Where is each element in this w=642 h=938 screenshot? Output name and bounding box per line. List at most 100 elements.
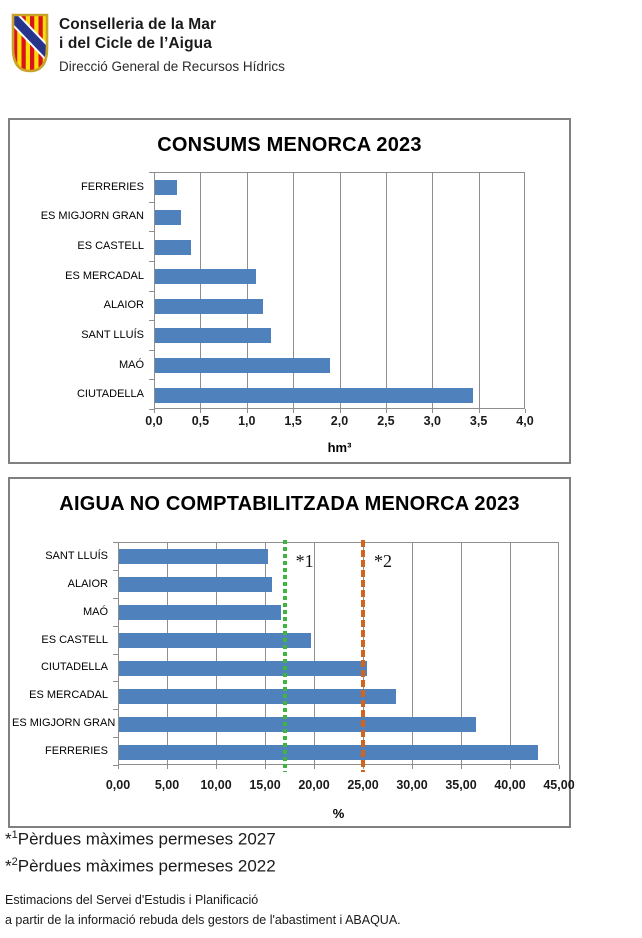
x-axis-tick — [118, 765, 119, 769]
category-label: ES MERCADAL — [29, 689, 108, 702]
category-label: FERRERIES — [45, 745, 108, 758]
x-axis-title: hm³ — [327, 440, 352, 455]
gridline — [246, 173, 248, 408]
gridline — [510, 543, 511, 764]
x-axis-tick — [293, 409, 295, 413]
chart-consums-menorca: CONSUMS MENORCA 2023 hm³ FERRERIES ES MIG… — [8, 118, 571, 464]
x-axis-tick — [167, 765, 168, 769]
x-tick-label: 1,5 — [284, 414, 302, 428]
header-text: Conselleria de la Mar i del Cicle de l’A… — [59, 12, 285, 74]
bar-sant-lluís — [119, 549, 268, 565]
org-name-line-1: Conselleria de la Mar — [59, 16, 217, 33]
reference-line-1 — [282, 540, 287, 772]
x-tick-label: 15,00 — [249, 778, 281, 792]
x-axis-tick — [461, 765, 462, 769]
y-axis-tick — [113, 542, 118, 543]
bar-maó — [155, 358, 331, 374]
chart-aigua-no-comptabilitzada: AIGUA NO COMPTABILITZADA MENORCA 2023 % … — [8, 477, 575, 828]
gridline — [200, 173, 202, 408]
gridline — [216, 543, 217, 764]
footnote-marker: * — [5, 856, 12, 876]
y-axis-tick — [149, 172, 154, 173]
category-label: FERRERIES — [81, 180, 144, 193]
y-axis-tick — [149, 320, 154, 322]
bar-ferreries — [155, 180, 178, 196]
x-axis-tick — [510, 765, 511, 769]
chart-title: CONSUMS MENORCA 2023 — [157, 134, 422, 156]
x-axis-tick — [314, 765, 315, 769]
gridline — [265, 543, 266, 764]
x-tick-label: 3,5 — [469, 414, 488, 428]
bar-ciutadella — [119, 660, 367, 676]
category-label: ES CASTELL — [77, 240, 144, 253]
gridline — [385, 173, 387, 408]
y-axis-tick — [149, 409, 154, 410]
plot-area — [154, 172, 525, 409]
y-axis-tick — [149, 379, 154, 381]
x-axis-tick — [154, 409, 155, 413]
y-axis-tick — [149, 201, 154, 203]
x-tick-label: 20,00 — [298, 778, 330, 792]
gridline — [314, 543, 315, 764]
gridline — [167, 543, 168, 764]
bar-es-migjorn-gran — [155, 209, 181, 225]
y-axis-tick — [113, 737, 118, 739]
bar-es-migjorn-gran — [119, 716, 476, 732]
x-tick-label: 40,00 — [494, 778, 526, 792]
gridline — [432, 173, 434, 408]
x-axis-title: % — [332, 806, 345, 821]
footnote-superscript: 1 — [11, 829, 18, 841]
y-axis-tick — [113, 569, 118, 571]
gridline — [293, 173, 295, 408]
gridline — [478, 173, 480, 408]
bar-ciutadella — [155, 387, 474, 403]
footnote-max-losses-2027: *1Pèrdues màximes permeses 2027 — [5, 829, 276, 850]
org-name-line-2: i del Cicle de l’Aigua — [59, 35, 212, 52]
bar-es-castell — [119, 633, 312, 649]
y-axis-tick — [113, 681, 118, 683]
bar-es-castell — [155, 239, 192, 255]
footnote-max-losses-2022: *2Pèrdues màximes permeses 2022 — [5, 856, 276, 877]
x-tick-label: 2,0 — [330, 414, 349, 428]
category-label: ES MIGJORN GRAN — [12, 717, 116, 730]
x-tick-label: 4,0 — [516, 414, 534, 428]
footnote-text: Pèrdues màximes permeses 2022 — [17, 856, 276, 876]
x-axis-tick — [432, 409, 434, 413]
x-axis-tick — [559, 765, 560, 769]
reference-line-label-1: *1 — [295, 551, 314, 571]
plot-area — [118, 542, 559, 765]
bar-alaior — [155, 298, 263, 314]
header: Conselleria de la Mar i del Cicle de l’A… — [10, 12, 285, 74]
x-axis-tick — [246, 409, 248, 413]
y-axis-tick — [113, 597, 118, 599]
x-axis-tick — [339, 409, 341, 413]
x-tick-label: 35,00 — [445, 778, 477, 792]
x-axis-tick — [478, 409, 480, 413]
category-label: CIUTADELLA — [40, 661, 108, 674]
reference-line-2 — [361, 540, 365, 772]
reference-line-label-2: *2 — [374, 551, 392, 571]
bar-es-mercadal — [119, 688, 397, 704]
x-tick-label: 45,00 — [543, 778, 575, 792]
category-label: MAÓ — [82, 605, 108, 618]
x-tick-label: 25,00 — [347, 778, 379, 792]
source-note-line-1: Estimacions del Servei d'Estudis i Plani… — [5, 893, 259, 907]
bar-sant-lluís — [155, 328, 271, 344]
govern-illes-balears-logo — [11, 13, 49, 73]
x-tick-label: 3,0 — [423, 414, 441, 428]
source-note-line-2: a partir de la informació rebuda dels ge… — [5, 913, 401, 927]
gridline — [339, 173, 341, 408]
category-label: SANT LLUÍS — [81, 328, 144, 341]
y-axis-tick — [149, 260, 154, 262]
x-tick-label: 2,5 — [377, 414, 395, 428]
x-axis-tick — [385, 409, 387, 413]
footnote-superscript: 2 — [11, 856, 18, 868]
category-label: ALAIOR — [67, 577, 108, 590]
category-label: MAÓ — [118, 358, 144, 371]
x-tick-label: 1,0 — [238, 414, 256, 428]
y-axis-tick — [113, 765, 118, 766]
x-axis-tick — [265, 765, 266, 769]
x-axis-tick — [216, 765, 217, 769]
y-axis-tick — [149, 349, 154, 351]
x-tick-label: 0,5 — [191, 414, 210, 428]
